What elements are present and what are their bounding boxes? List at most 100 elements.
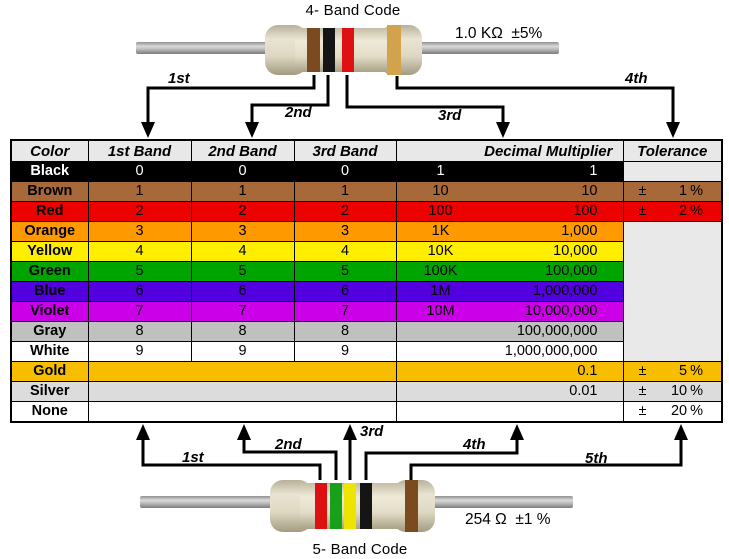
multiplier-value: 100,000,000: [516, 323, 598, 340]
tolerance-text: %: [690, 363, 703, 380]
multiplier-shorthand: 100: [428, 203, 453, 220]
multiplier-cell: 100 100: [395, 201, 624, 222]
five-band-code-title: 5- Band Code: [312, 541, 408, 558]
color-code-table: Color 1st Band 2nd Band 3rd Band Decimal Mul…: [10, 139, 723, 423]
multiplier-cell: 10K 10,000: [395, 241, 624, 262]
band1-digit-cell: 3: [87, 221, 192, 242]
band2-digit-cell: 8: [190, 321, 295, 342]
column-header: 1st Band: [87, 139, 192, 162]
column-header: Color: [10, 139, 89, 162]
multiplier-shorthand: 100K: [423, 263, 458, 280]
four-band-resistor-body: [265, 25, 422, 75]
band2-digit-cell: 3: [190, 221, 295, 242]
merged-band-cell: [87, 401, 397, 423]
tolerance-cell: ±5%: [622, 361, 723, 382]
black-band: [323, 28, 335, 72]
band2-digit-cell: 6: [190, 281, 295, 302]
band3-digit-cell: 0: [293, 161, 397, 182]
multiplier-shorthand: 1: [436, 163, 445, 180]
band3-digit-cell: 5: [293, 261, 397, 282]
table-row-black: Black 0 0 0 1 1: [10, 161, 723, 182]
band-pointer-label: 1st: [182, 449, 204, 466]
tolerance-text: 20: [670, 403, 688, 420]
multiplier-cell: 10 10: [395, 181, 624, 202]
band1-digit-cell: 6: [87, 281, 192, 302]
band3-digit-cell: 7: [293, 301, 397, 322]
multiplier-cell: 1M 1,000,000: [395, 281, 624, 302]
tolerance-cell: [622, 261, 723, 282]
five-band-resistor-body: [270, 480, 435, 532]
band3-digit-cell: 4: [293, 241, 397, 262]
table-row-gray: Gray 8 8 8 100,000,000: [10, 321, 723, 342]
table-row-gold: Gold 0.1 ±5%: [10, 361, 723, 382]
tolerance-cell: [622, 241, 723, 262]
yellow-band: [344, 483, 356, 529]
red-band: [342, 28, 354, 72]
up-arrow-icon: [237, 424, 251, 440]
tolerance-cell: [622, 341, 723, 362]
bottom-resistor-value: 254 Ω ±1 %: [465, 511, 551, 528]
tolerance-cell: [622, 161, 723, 182]
band-pointer-label: 3rd: [438, 107, 462, 124]
band2-digit-cell: 9: [190, 341, 295, 362]
band-pointer-label: 2nd: [285, 104, 312, 121]
brown-band: [307, 28, 320, 72]
band1-digit-cell: 4: [87, 241, 192, 262]
green-band: [330, 483, 342, 529]
tolerance-text: ±: [638, 183, 647, 200]
table-row-green: Green 5 5 5 100K 100,000: [10, 261, 723, 282]
multiplier-cell: [395, 401, 624, 423]
band1-digit-cell: 0: [87, 161, 192, 182]
color-name-cell: None: [10, 401, 89, 423]
table-row-red: Red 2 2 2 100 100 ±2%: [10, 201, 723, 222]
band2-digit-cell: 1: [190, 181, 295, 202]
down-arrow-icon: [245, 122, 259, 138]
tolerance-text: %: [690, 203, 703, 220]
multiplier-value: 1,000,000: [532, 283, 598, 300]
column-header: 3rd Band: [293, 139, 397, 162]
table-row-violet: Violet 7 7 7 10M 10,000,000: [10, 301, 723, 322]
band3-digit-cell: 2: [293, 201, 397, 222]
color-name-cell: Orange: [10, 221, 89, 242]
color-name-cell: Black: [10, 161, 89, 182]
tolerance-cell: ±10%: [622, 381, 723, 402]
band1-digit-cell: 5: [87, 261, 192, 282]
up-arrow-icon: [343, 424, 357, 440]
band1-digit-cell: 2: [87, 201, 192, 222]
multiplier-value: 0.01: [569, 383, 598, 400]
four-band-code-title: 4- Band Code: [305, 2, 401, 19]
band1-digit-cell: 1: [87, 181, 192, 202]
band3-digit-cell: 9: [293, 341, 397, 362]
table-row-white: White 9 9 9 1,000,000,000: [10, 341, 723, 362]
color-name-cell: Gray: [10, 321, 89, 342]
multiplier-value: 100: [573, 203, 598, 220]
multiplier-cell: 100,000,000: [395, 321, 624, 342]
band-pointer-label: 4th: [625, 70, 648, 87]
color-name-cell: Gold: [10, 361, 89, 382]
color-name-cell: Silver: [10, 381, 89, 402]
multiplier-value: 1,000,000,000: [504, 343, 598, 360]
down-arrow-icon: [141, 122, 155, 138]
band-pointer-label: 3rd: [360, 423, 384, 440]
multiplier-value: 0.1: [577, 363, 598, 380]
down-arrow-icon: [666, 122, 680, 138]
multiplier-value: 1,000: [561, 223, 598, 240]
band2-digit-cell: 7: [190, 301, 295, 322]
tolerance-text: ±: [638, 383, 647, 400]
multiplier-cell: 0.01: [395, 381, 624, 402]
tolerance-cell: [622, 321, 723, 342]
multiplier-shorthand: 1K: [431, 223, 450, 240]
column-header: Decimal Multiplier: [395, 139, 624, 162]
red-band: [315, 483, 327, 529]
band3-digit-cell: 1: [293, 181, 397, 202]
tolerance-text: 1: [679, 183, 688, 200]
multiplier-value: 100,000: [545, 263, 598, 280]
multiplier-cell: 0.1: [395, 361, 624, 382]
tolerance-text: ±: [638, 403, 647, 420]
brown-band: [405, 480, 418, 532]
up-arrow-icon: [136, 424, 150, 440]
tolerance-text: 2: [679, 203, 688, 220]
black-band: [360, 483, 372, 529]
color-name-cell: Violet: [10, 301, 89, 322]
